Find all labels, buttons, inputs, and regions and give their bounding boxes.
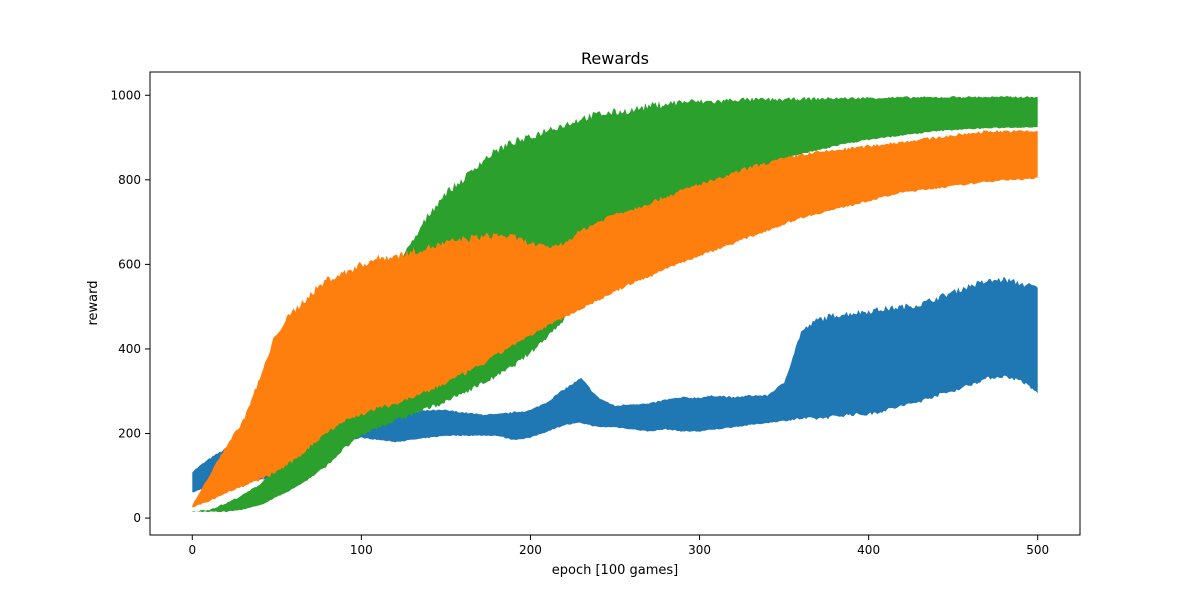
x-tick-label: 300 — [688, 543, 711, 557]
series-band-3 — [192, 129, 1038, 508]
y-tick-label: 0 — [133, 511, 141, 525]
series-band-2 — [192, 96, 1038, 513]
x-axis-label: epoch [100 games] — [552, 563, 678, 578]
y-tick-label: 400 — [118, 342, 141, 356]
x-tick-label: 400 — [857, 543, 880, 557]
x-tick-label: 200 — [519, 543, 542, 557]
y-tick-label: 200 — [118, 427, 141, 441]
chart-title: Rewards — [581, 49, 649, 68]
y-axis-label: reward — [86, 280, 101, 325]
y-axis: 0 200 400 600 800 1000 — [110, 88, 150, 525]
y-tick-label: 1000 — [110, 88, 141, 102]
y-tick-label: 600 — [118, 257, 141, 271]
x-axis: 0 100 200 300 400 500 — [188, 535, 1049, 557]
plot-frame — [149, 71, 1081, 536]
series-band-1 — [192, 276, 1038, 493]
x-tick-label: 500 — [1026, 543, 1049, 557]
series-layer — [192, 96, 1038, 513]
x-tick-label: 100 — [350, 543, 373, 557]
x-tick-label: 0 — [188, 543, 196, 557]
y-tick-label: 800 — [118, 173, 141, 187]
